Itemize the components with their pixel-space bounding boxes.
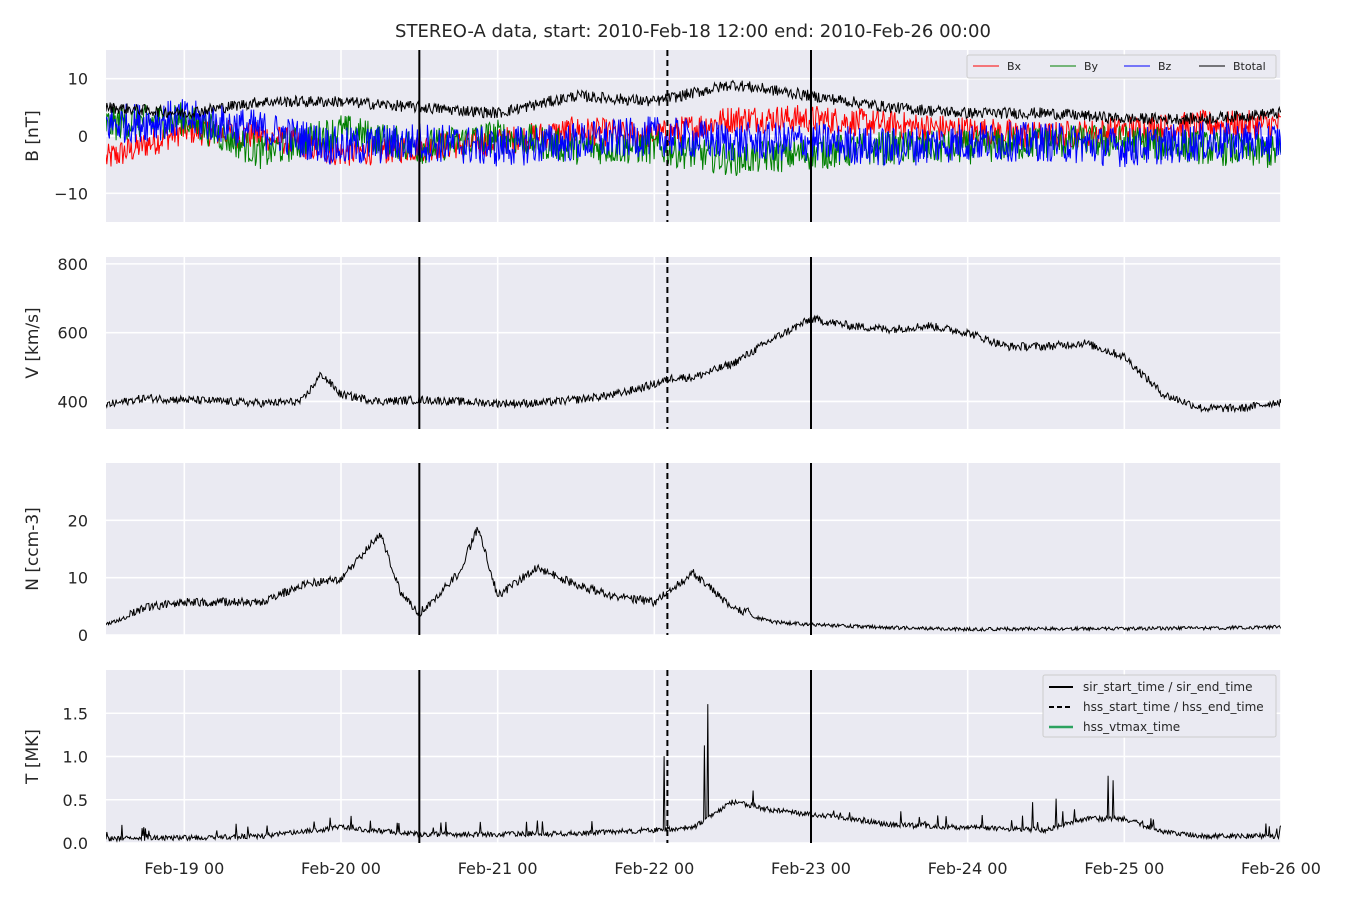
panel-1: 10 0 −10 B [nT] Bx By Bz Btotal [23,50,1282,222]
y-tick-label: 0.0 [63,834,88,853]
y-axis-label: N [ccm-3] [23,507,43,591]
x-tick-label: Feb-26 00 [1241,859,1321,878]
x-tick-label: Feb-24 00 [928,859,1008,878]
legend-label: Bz [1158,60,1172,73]
x-tick-label: Feb-20 00 [301,859,381,878]
legend-label: hss_start_time / hss_end_time [1083,700,1264,714]
legend-box [966,54,1277,79]
legend-box [1042,674,1277,738]
series-line-btotal [106,79,1281,126]
y-axis-label: B [nT] [23,110,43,162]
y-tick-label: 0 [78,626,88,645]
chart-title: STEREO-A data, start: 2010-Feb-18 12:00 … [395,21,991,42]
y-tick-label: 10 [68,70,88,89]
y-tick-label: 0.5 [63,791,88,810]
plot-background [106,257,1281,429]
series-line-bz [106,99,1281,168]
y-tick-label: 600 [57,324,88,343]
event-legend: sir_start_time / sir_end_time hss_start_t… [1042,674,1277,738]
y-tick-label: 1.0 [63,748,88,767]
legend-label: Btotal [1233,60,1266,73]
y-axis-label: T [MK] [23,729,43,785]
y-tick-label: 1.5 [63,704,88,723]
series-line [106,704,1281,843]
panels-group: 10 0 −10 B [nT] Bx By Bz Btotal 800 600 400 V [km/s… [23,50,1321,878]
y-tick-label: 0 [78,127,88,146]
panel-2: 800 600 400 V [km/s] [23,255,1282,429]
series-line [106,526,1281,633]
x-tick-label: Feb-21 00 [458,859,538,878]
y-tick-label: 800 [57,255,88,274]
y-tick-label: 20 [68,511,88,530]
x-tick-label: Feb-25 00 [1084,859,1164,878]
y-axis-label: V [km/s] [23,307,43,378]
legend-label: hss_vtmax_time [1083,720,1180,734]
x-tick-label: Feb-19 00 [144,859,224,878]
legend-label: sir_start_time / sir_end_time [1083,680,1253,694]
plot-background [106,463,1281,635]
series-line [106,314,1281,414]
legend-label: Bx [1007,60,1022,73]
panel-3: 20 10 0 N [ccm-3] [23,463,1282,645]
legend-label: By [1084,60,1099,73]
y-tick-label: 400 [57,392,88,411]
b-legend: Bx By Bz Btotal [966,54,1277,79]
y-tick-label: 10 [68,569,88,588]
x-tick-label: Feb-22 00 [614,859,694,878]
x-tick-label: Feb-23 00 [771,859,851,878]
y-tick-label: −10 [54,184,88,203]
panel-4: 1.5 1.0 0.5 0.0 T [MK] sir_start_time / sir_e… [23,670,1282,853]
